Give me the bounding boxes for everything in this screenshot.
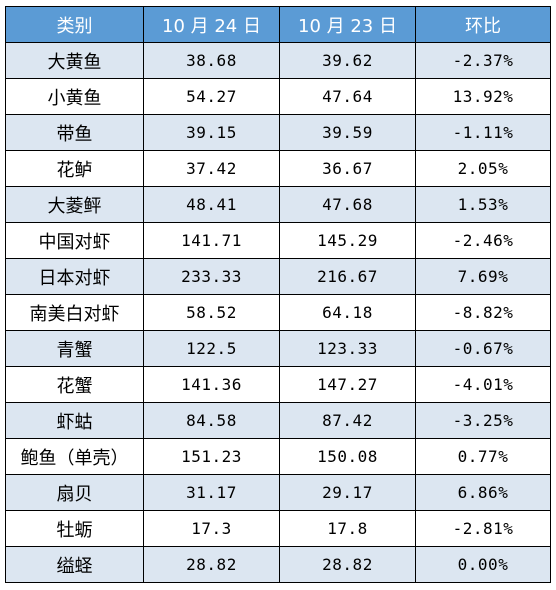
cell-oct24: 17.3 xyxy=(143,510,280,547)
cell-change: 0.00% xyxy=(415,546,551,583)
cell-oct24: 39.15 xyxy=(143,114,280,151)
cell-oct23: 39.59 xyxy=(279,114,416,151)
cell-category: 带鱼 xyxy=(5,114,144,151)
cell-oct24: 151.23 xyxy=(143,438,280,475)
cell-category: 南美白对虾 xyxy=(5,294,144,331)
price-table: 类别 10 月 24 日 10 月 23 日 环比 大黄鱼 38.68 39.62-… xyxy=(5,6,551,583)
table-row: 中国对虾 141.71 145.29 -2.46% xyxy=(5,222,551,259)
cell-oct23: 145.29 xyxy=(279,222,416,259)
cell-category: 虾蛄 xyxy=(5,402,144,439)
table-row: 带鱼 39.15 39.59 -1.11% xyxy=(5,114,551,151)
cell-category: 缢蛏 xyxy=(5,546,144,583)
table-row: 虾蛄 84.58 87.42 -3.25% xyxy=(5,402,551,439)
cell-oct23: 28.82 xyxy=(279,546,416,583)
header-row: 类别 10 月 24 日 10 月 23 日 环比 xyxy=(5,6,551,43)
table-header: 类别 10 月 24 日 10 月 23 日 环比 xyxy=(5,6,551,43)
cell-change: -2.46% xyxy=(415,222,551,259)
cell-change: -0.67% xyxy=(415,330,551,367)
cell-change: -1.11% xyxy=(415,114,551,151)
cell-oct23: 36.67 xyxy=(279,150,416,187)
cell-oct23: 39.62 xyxy=(279,42,416,79)
cell-category: 花蟹 xyxy=(5,366,144,403)
cell-oct24: 58.52 xyxy=(143,294,280,331)
cell-oct23: 64.18 xyxy=(279,294,416,331)
table-row: 花蟹 141.36 147.27 -4.01% xyxy=(5,366,551,403)
cell-oct23: 47.68 xyxy=(279,186,416,223)
cell-oct24: 38.68 xyxy=(143,42,280,79)
header-change: 环比 xyxy=(415,6,551,43)
cell-oct23: 87.42 xyxy=(279,402,416,439)
cell-change: 1.53% xyxy=(415,186,551,223)
cell-change: 7.69% xyxy=(415,258,551,295)
cell-change: 0.77% xyxy=(415,438,551,475)
cell-change: -4.01% xyxy=(415,366,551,403)
cell-oct24: 37.42 xyxy=(143,150,280,187)
table-row: 日本对虾 233.33 216.67 7.69% xyxy=(5,258,551,295)
cell-change: -2.37% xyxy=(415,42,551,79)
cell-oct24: 31.17 xyxy=(143,474,280,511)
cell-category: 日本对虾 xyxy=(5,258,144,295)
cell-oct23: 123.33 xyxy=(279,330,416,367)
table-row: 缢蛏 28.82 28.82 0.00% xyxy=(5,546,551,583)
table-row: 青蟹 122.5 123.33 -0.67% xyxy=(5,330,551,367)
cell-category: 小黄鱼 xyxy=(5,78,144,115)
table-row: 牡蛎 17.3 17.8 -2.81% xyxy=(5,510,551,547)
cell-oct23: 47.64 xyxy=(279,78,416,115)
cell-oct23: 150.08 xyxy=(279,438,416,475)
price-table-container: 类别 10 月 24 日 10 月 23 日 环比 大黄鱼 38.68 39.62-… xyxy=(5,6,551,583)
cell-category: 青蟹 xyxy=(5,330,144,367)
cell-oct24: 48.41 xyxy=(143,186,280,223)
cell-category: 大菱鲆 xyxy=(5,186,144,223)
table-row: 鲍鱼（单壳） 151.23 150.08 0.77% xyxy=(5,438,551,475)
table-row: 大黄鱼 38.68 39.62 -2.37% xyxy=(5,42,551,79)
cell-category: 扇贝 xyxy=(5,474,144,511)
table-row: 大菱鲆 48.41 47.68 1.53% xyxy=(5,186,551,223)
table-body: 大黄鱼 38.68 39.62 -2.37% 小黄鱼 54.27 47.64 13.92% 带鱼… xyxy=(5,42,551,583)
cell-change: 2.05% xyxy=(415,150,551,187)
table-row: 小黄鱼 54.27 47.64 13.92% xyxy=(5,78,551,115)
cell-oct24: 141.36 xyxy=(143,366,280,403)
header-date2: 10 月 23 日 xyxy=(279,6,416,43)
table-row: 花鲈 37.42 36.67 2.05% xyxy=(5,150,551,187)
cell-category: 牡蛎 xyxy=(5,510,144,547)
cell-oct23: 17.8 xyxy=(279,510,416,547)
cell-category: 中国对虾 xyxy=(5,222,144,259)
cell-oct23: 216.67 xyxy=(279,258,416,295)
header-category: 类别 xyxy=(5,6,144,43)
table-row: 扇贝 31.17 29.17 6.86% xyxy=(5,474,551,511)
cell-change: -8.82% xyxy=(415,294,551,331)
header-date1: 10 月 24 日 xyxy=(143,6,280,43)
cell-oct24: 28.82 xyxy=(143,546,280,583)
cell-change: 6.86% xyxy=(415,474,551,511)
cell-change: -2.81% xyxy=(415,510,551,547)
cell-change: 13.92% xyxy=(415,78,551,115)
cell-oct24: 141.71 xyxy=(143,222,280,259)
cell-oct24: 54.27 xyxy=(143,78,280,115)
cell-oct24: 84.58 xyxy=(143,402,280,439)
table-row: 南美白对虾 58.52 64.18 -8.82% xyxy=(5,294,551,331)
cell-oct23: 147.27 xyxy=(279,366,416,403)
cell-category: 花鲈 xyxy=(5,150,144,187)
cell-change: -3.25% xyxy=(415,402,551,439)
cell-category: 大黄鱼 xyxy=(5,42,144,79)
cell-category: 鲍鱼（单壳） xyxy=(5,438,144,475)
cell-oct23: 29.17 xyxy=(279,474,416,511)
cell-oct24: 233.33 xyxy=(143,258,280,295)
cell-oct24: 122.5 xyxy=(143,330,280,367)
